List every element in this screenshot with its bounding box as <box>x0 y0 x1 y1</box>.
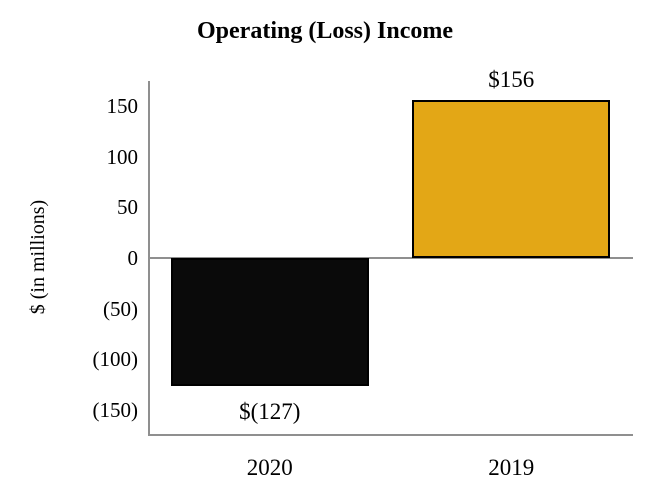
y-tick-label: (100) <box>92 347 139 372</box>
bar-2020 <box>170 258 369 387</box>
bar-value-label-2020: $(127) <box>239 399 301 425</box>
y-tick-label: 0 <box>127 246 139 270</box>
x-axis-bottom-line <box>148 434 633 436</box>
x-category-label-2020: 2020 <box>246 455 293 480</box>
bar-value-label-2019: $156 <box>488 67 535 93</box>
chart-title: Operating (Loss) Income <box>197 18 453 44</box>
y-tick-label: (150) <box>92 397 139 422</box>
y-tick-label: 150 <box>106 94 139 119</box>
bar-2019 <box>412 100 611 258</box>
y-tick-label: (50) <box>103 296 138 321</box>
x-category-label-2019: 2019 <box>488 455 535 480</box>
y-tick-label: 100 <box>106 144 139 169</box>
y-tick-label: 50 <box>117 195 138 220</box>
zero-baseline <box>148 257 633 259</box>
